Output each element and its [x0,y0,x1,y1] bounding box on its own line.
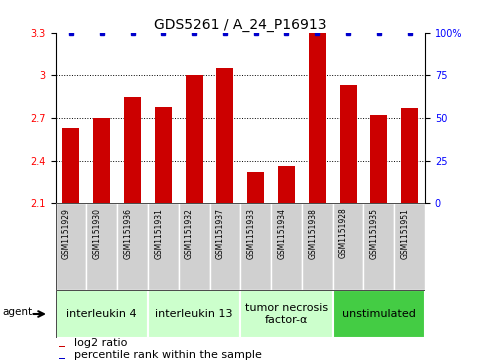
Bar [59,358,65,359]
Bar [62,128,79,203]
Text: GSM1151928: GSM1151928 [339,208,348,258]
Bar [148,290,241,338]
Text: GSM1151934: GSM1151934 [277,208,286,258]
Bar [86,203,117,290]
Text: GSM1151951: GSM1151951 [400,208,410,258]
Text: log2 ratio: log2 ratio [74,338,128,348]
Text: agent: agent [3,307,33,317]
Text: GSM1151937: GSM1151937 [216,208,225,258]
Text: GSM1151930: GSM1151930 [93,208,102,258]
Text: GSM1151938: GSM1151938 [308,208,317,258]
Text: interleukin 4: interleukin 4 [67,309,137,319]
Bar [155,107,172,203]
Bar [240,290,333,338]
Bar [401,108,418,203]
Bar [271,203,302,290]
Bar [179,203,210,290]
Bar [394,203,425,290]
Bar [185,75,202,203]
Bar [309,33,326,203]
Bar [124,97,141,203]
Text: GSM1151932: GSM1151932 [185,208,194,258]
Bar [340,85,356,203]
Text: unstimulated: unstimulated [342,309,416,319]
Bar [247,172,264,203]
Text: GSM1151933: GSM1151933 [247,208,256,258]
Text: percentile rank within the sample: percentile rank within the sample [74,350,262,360]
Bar [117,203,148,290]
Text: tumor necrosis
factor-α: tumor necrosis factor-α [245,303,328,325]
Bar [333,203,364,290]
Bar [278,166,295,203]
Bar [148,203,179,290]
Bar [333,290,425,338]
Title: GDS5261 / A_24_P16913: GDS5261 / A_24_P16913 [154,18,327,32]
Text: GSM1151936: GSM1151936 [124,208,132,258]
Bar [364,203,394,290]
Bar [302,203,333,290]
Text: interleukin 13: interleukin 13 [156,309,233,319]
Bar [240,203,271,290]
Bar [93,118,110,203]
Bar [210,203,240,290]
Text: GSM1151935: GSM1151935 [370,208,379,258]
Bar [216,68,233,203]
Text: GSM1151929: GSM1151929 [62,208,71,258]
Bar [56,290,148,338]
Bar [59,346,65,347]
Text: GSM1151931: GSM1151931 [154,208,163,258]
Bar [370,115,387,203]
Bar [56,203,86,290]
